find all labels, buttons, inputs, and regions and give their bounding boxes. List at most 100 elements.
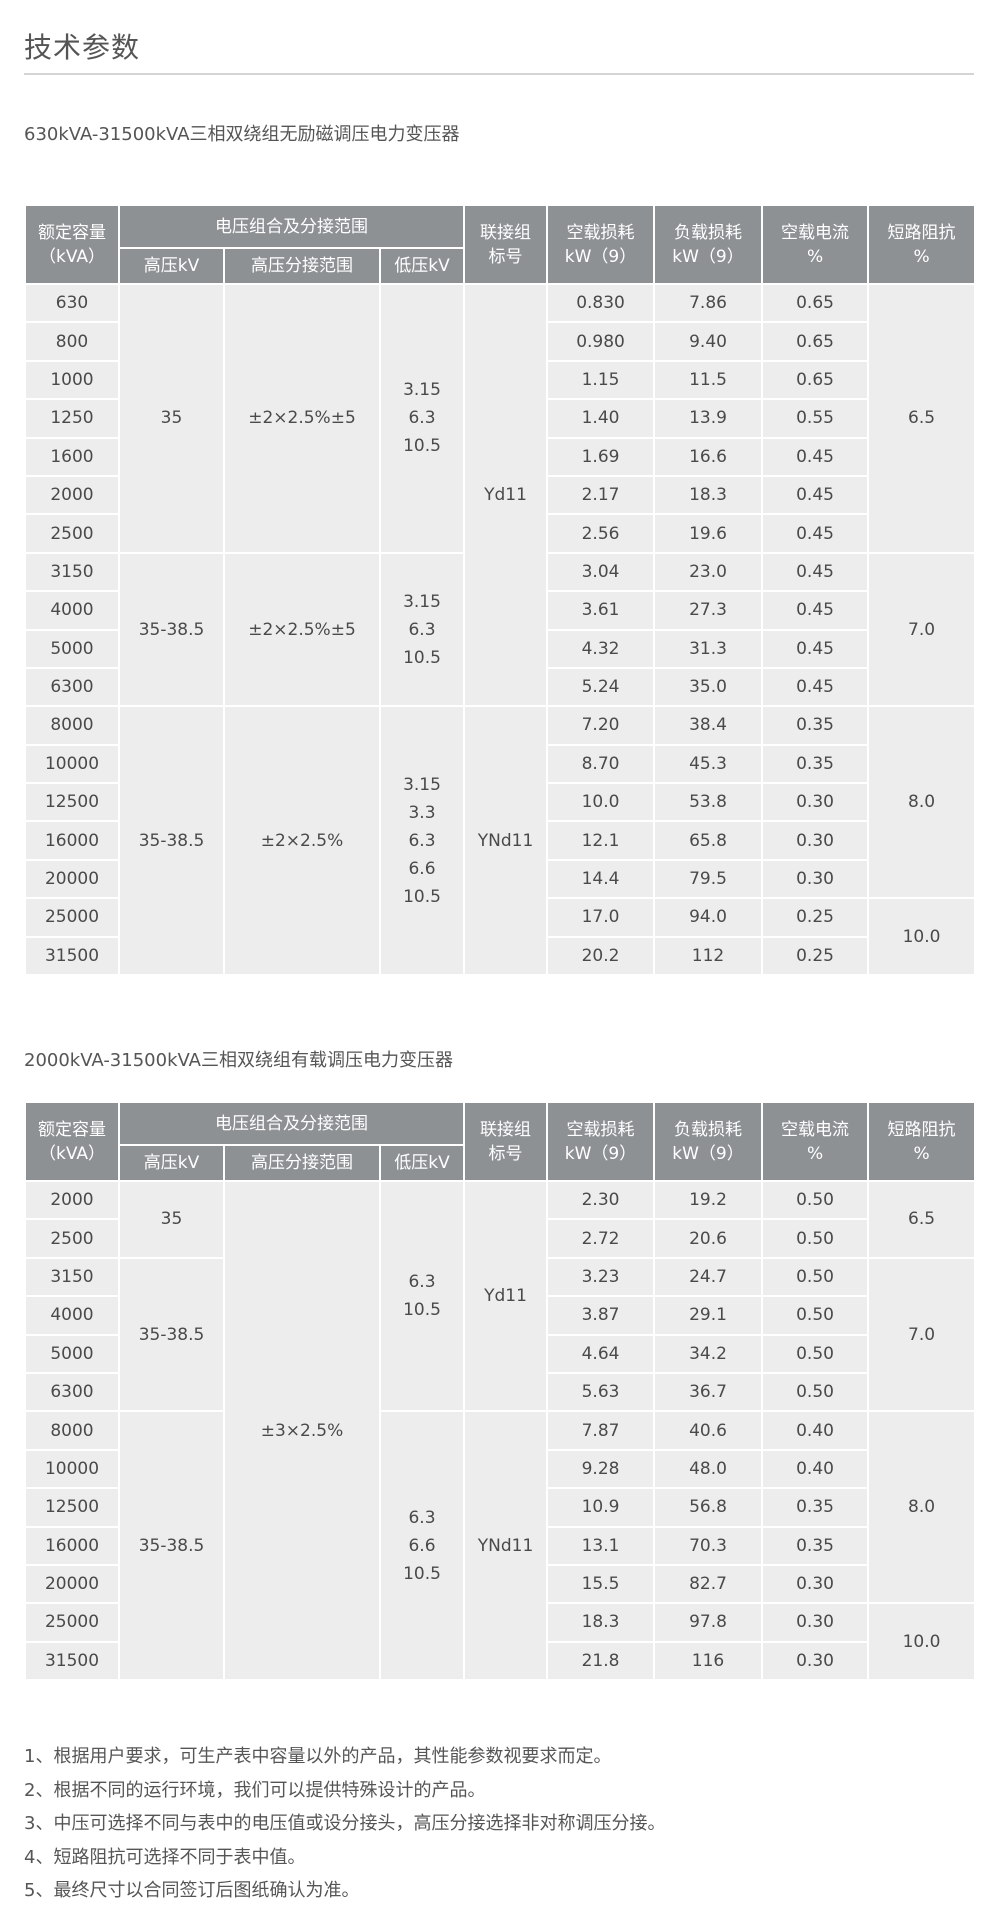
header-capacity-text: 额定容量 [38,1119,106,1140]
no-load-current-cell-text: 0.40 [796,1458,834,1479]
no-load-loss-cell: 21.8 [546,1640,656,1682]
table-row: 16000 12.1 65.8 0.30 [24,820,975,861]
title-divider [24,73,974,75]
impedance-cell: 10.0 [867,1602,977,1682]
capacity-cell: 16000 [24,820,120,861]
no-load-current-cell: 0.50 [761,1295,870,1336]
no-load-loss-cell-text: 20.2 [581,945,620,966]
no-load-current-cell-text: 0.65 [796,331,834,352]
load-loss-cell-text: 48.0 [689,1458,727,1479]
header-no-load-current-text: % [806,246,824,267]
no-load-loss-cell: 3.61 [546,590,656,631]
hv-cell-text: 35-38.5 [138,830,205,851]
lv-cell-text: 6.3 [408,1272,436,1293]
load-loss-cell: 16.6 [653,436,764,477]
no-load-current-cell: 0.65 [761,282,870,324]
header-tap-range-text: 高压分接范围 [251,1153,353,1173]
capacity-cell: 16000 [24,1525,120,1566]
no-load-loss-cell-text: 1.40 [581,408,620,429]
table-row: 4000 3.87 29.1 0.50 [24,1295,975,1336]
capacity-cell-text: 8000 [50,715,94,736]
impedance-cell: 10.0 [867,897,977,977]
header-vector-group-text: 标号 [488,1143,523,1164]
capacity-cell-text: 2000 [50,485,94,506]
hv-cell: 35-38.5 [118,1256,225,1413]
capacity-cell: 4000 [24,590,120,631]
capacity-cell-text: 16000 [44,830,100,851]
load-loss-cell-text: 9.40 [689,331,727,352]
lv-cell-text: 10.5 [403,886,441,907]
no-load-current-cell-text: 0.65 [796,293,834,314]
load-loss-cell: 27.3 [653,590,764,631]
header-lv-text: 低压kV [394,256,450,276]
capacity-cell-text: 12500 [44,792,100,813]
table-row: 10000 9.28 48.0 0.40 [24,1448,975,1490]
impedance-cell-text: 8.0 [908,1497,936,1518]
lv-cell: 6.3 6.6 10.5 [378,1410,466,1682]
tap-range-cell-text: ±2×2.5% [260,830,344,851]
no-load-loss-cell: 2.17 [546,474,656,516]
no-load-loss-cell: 0.830 [546,282,656,324]
capacity-cell: 31500 [24,935,120,977]
lv-cell-text: 6.6 [408,858,436,879]
load-loss-cell: 112 [653,935,764,977]
header-capacity: 额定容量 （kVA） [24,204,120,285]
no-load-loss-cell: 17.0 [546,897,656,938]
header-voltage-group: 电压组合及分接范围 [117,204,466,249]
no-load-current-cell: 0.35 [761,1487,870,1528]
hv-cell-text: 35-38.5 [138,1324,205,1345]
lv-cell-text: 6.3 [408,830,436,851]
load-loss-cell-text: 13.9 [689,408,727,429]
table-row: 5000 4.64 34.2 0.50 [24,1333,975,1374]
header-capacity: 额定容量 （kVA） [24,1101,120,1182]
capacity-cell-text: 5000 [50,1343,94,1364]
capacity-cell-text: 8000 [50,1420,94,1441]
load-loss-cell: 82.7 [653,1563,764,1605]
header-row: 高压kV 高压分接范围 低压kV [25,1144,975,1182]
no-load-loss-cell: 2.72 [546,1218,656,1259]
load-loss-cell-text: 24.7 [689,1266,727,1287]
capacity-cell: 31500 [24,1640,120,1682]
no-load-loss-cell-text: 3.87 [581,1305,620,1326]
table-1-title: 630kVA-31500kVA三相双绕组无励磁调压电力变压器 [24,124,460,145]
no-load-loss-cell: 12.1 [546,820,656,861]
no-load-current-cell: 0.25 [761,897,870,938]
table-row: 12500 10.0 53.8 0.30 [24,782,975,823]
load-loss-cell-text: 23.0 [689,561,727,582]
capacity-cell: 3150 [24,1256,120,1298]
vector-group-cell: Yd11 [463,282,549,708]
load-loss-cell-text: 34.2 [689,1343,727,1364]
no-load-loss-cell: 20.2 [546,935,656,977]
load-loss-cell-text: 11.5 [689,369,727,390]
no-load-loss-cell: 10.0 [546,782,656,823]
lv-cell: 3.15 6.3 10.5 [378,283,466,554]
load-loss-cell: 97.8 [653,1602,764,1643]
load-loss-cell-text: 112 [691,945,725,966]
load-loss-cell-text: 31.3 [689,638,727,659]
no-load-current-cell: 0.35 [761,705,870,746]
capacity-cell: 6300 [24,666,120,708]
capacity-cell: 2500 [24,1218,120,1259]
impedance-cell: 6.5 [867,283,977,554]
header-impedance: 短路阻抗% [867,1101,977,1182]
load-loss-cell: 45.3 [653,743,764,785]
impedance-cell-text: 10.0 [902,1631,941,1652]
load-loss-cell-text: 97.8 [689,1612,727,1633]
lv-cell-text: 6.3 [408,619,436,640]
load-loss-cell-text: 56.8 [689,1497,727,1518]
load-loss-cell: 19.2 [653,1179,764,1221]
capacity-cell: 6300 [24,1371,120,1413]
capacity-cell-text: 16000 [44,1535,100,1556]
no-load-current-cell-text: 0.30 [796,869,834,890]
capacity-cell: 800 [24,321,120,362]
tap-range-cell: ±2×2.5% [223,705,381,977]
capacity-cell-text: 12500 [44,1497,100,1518]
load-loss-cell-text: 70.3 [689,1535,727,1556]
table-row: 20000 14.4 79.5 0.30 [24,858,975,900]
load-loss-cell-text: 116 [691,1650,725,1671]
impedance-cell-text: 10.0 [902,926,941,947]
load-loss-cell-text: 94.0 [689,907,727,928]
no-load-current-cell: 0.55 [761,398,870,439]
table-row: 25000 17.0 94.0 0.25 10.0 [24,897,977,977]
capacity-cell-text: 31500 [44,1650,100,1671]
